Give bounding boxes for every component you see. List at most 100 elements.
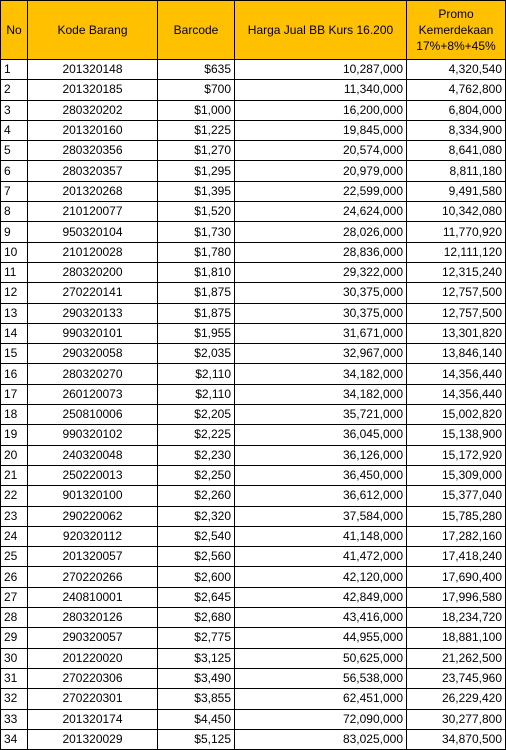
cell-no[interactable]: 9 (0, 221, 28, 243)
cell-harga-jual[interactable]: 31,671,000 (234, 322, 407, 345)
cell-no[interactable]: 2 (0, 79, 28, 101)
cell-barcode[interactable]: $1,955 (157, 322, 235, 345)
cell-promo-price[interactable]: 4,762,800 (406, 79, 506, 101)
cell-harga-jual[interactable]: 28,836,000 (234, 241, 407, 263)
cell-kode-barang[interactable]: 201320029 (27, 728, 158, 750)
cell-no[interactable]: 23 (0, 505, 28, 527)
cell-no[interactable]: 24 (0, 525, 28, 548)
cell-barcode[interactable]: $1,810 (157, 261, 235, 284)
cell-barcode[interactable]: $2,250 (157, 464, 235, 487)
cell-no[interactable]: 3 (0, 99, 28, 121)
cell-kode-barang[interactable]: 280320202 (27, 99, 158, 121)
cell-no[interactable]: 6 (0, 160, 28, 182)
cell-harga-jual[interactable]: 37,584,000 (234, 505, 407, 527)
cell-kode-barang[interactable]: 250220013 (27, 464, 158, 487)
cell-harga-jual[interactable]: 35,721,000 (234, 404, 407, 426)
cell-no[interactable]: 19 (0, 424, 28, 446)
cell-kode-barang[interactable]: 201320057 (27, 546, 158, 568)
cell-promo-price[interactable]: 18,234,720 (406, 607, 506, 629)
cell-harga-jual[interactable]: 72,090,000 (234, 708, 407, 730)
cell-promo-price[interactable]: 8,334,900 (406, 119, 506, 142)
cell-kode-barang[interactable]: 201220020 (27, 647, 158, 669)
cell-promo-price[interactable]: 13,301,820 (406, 322, 506, 345)
cell-harga-jual[interactable]: 36,126,000 (234, 444, 407, 466)
cell-kode-barang[interactable]: 270220301 (27, 688, 158, 710)
cell-harga-jual[interactable]: 30,375,000 (234, 302, 407, 324)
cell-no[interactable]: 26 (0, 566, 28, 588)
cell-no[interactable]: 20 (0, 444, 28, 466)
cell-no[interactable]: 31 (0, 667, 28, 690)
cell-promo-price[interactable]: 17,996,580 (406, 586, 506, 609)
cell-promo-price[interactable]: 17,282,160 (406, 525, 506, 548)
cell-harga-jual[interactable]: 28,026,000 (234, 221, 407, 243)
cell-harga-jual[interactable]: 34,182,000 (234, 363, 407, 385)
cell-kode-barang[interactable]: 260120073 (27, 383, 158, 406)
cell-harga-jual[interactable]: 42,849,000 (234, 586, 407, 609)
cell-no[interactable]: 16 (0, 363, 28, 385)
cell-harga-jual[interactable]: 29,322,000 (234, 261, 407, 284)
cell-harga-jual[interactable]: 50,625,000 (234, 647, 407, 669)
cell-promo-price[interactable]: 10,342,080 (406, 201, 506, 223)
cell-no[interactable]: 18 (0, 404, 28, 426)
cell-harga-jual[interactable]: 22,599,000 (234, 180, 407, 203)
cell-kode-barang[interactable]: 270220141 (27, 282, 158, 304)
cell-promo-price[interactable]: 17,418,240 (406, 546, 506, 568)
cell-kode-barang[interactable]: 920320112 (27, 525, 158, 548)
cell-harga-jual[interactable]: 83,025,000 (234, 728, 407, 750)
cell-kode-barang[interactable]: 270220266 (27, 566, 158, 588)
cell-no[interactable]: 17 (0, 383, 28, 406)
cell-no[interactable]: 13 (0, 302, 28, 324)
cell-promo-price[interactable]: 14,356,440 (406, 383, 506, 406)
cell-barcode[interactable]: $5,125 (157, 728, 235, 750)
cell-barcode[interactable]: $2,560 (157, 546, 235, 568)
cell-promo-price[interactable]: 15,309,000 (406, 464, 506, 487)
cell-harga-jual[interactable]: 36,045,000 (234, 424, 407, 446)
cell-promo-price[interactable]: 12,757,500 (406, 302, 506, 324)
cell-barcode[interactable]: $2,230 (157, 444, 235, 466)
cell-promo-price[interactable]: 15,172,920 (406, 444, 506, 466)
cell-kode-barang[interactable]: 270220306 (27, 667, 158, 690)
cell-promo-price[interactable]: 18,881,100 (406, 627, 506, 649)
cell-no[interactable]: 29 (0, 627, 28, 649)
cell-no[interactable]: 10 (0, 241, 28, 263)
cell-kode-barang[interactable]: 901320100 (27, 485, 158, 507)
cell-barcode[interactable]: $1,295 (157, 160, 235, 182)
cell-harga-jual[interactable]: 10,287,000 (234, 58, 407, 81)
cell-barcode[interactable]: $2,600 (157, 566, 235, 588)
cell-harga-jual[interactable]: 62,451,000 (234, 688, 407, 710)
cell-kode-barang[interactable]: 280320200 (27, 261, 158, 284)
cell-promo-price[interactable]: 15,377,040 (406, 485, 506, 507)
cell-kode-barang[interactable]: 290320058 (27, 343, 158, 365)
cell-promo-price[interactable]: 8,811,180 (406, 160, 506, 182)
cell-kode-barang[interactable]: 201320160 (27, 119, 158, 142)
cell-harga-jual[interactable]: 16,200,000 (234, 99, 407, 121)
cell-promo-price[interactable]: 21,262,500 (406, 647, 506, 669)
cell-promo-price[interactable]: 34,870,500 (406, 728, 506, 750)
cell-promo-price[interactable]: 15,002,820 (406, 404, 506, 426)
cell-promo-price[interactable]: 12,315,240 (406, 261, 506, 284)
cell-harga-jual[interactable]: 32,967,000 (234, 343, 407, 365)
cell-harga-jual[interactable]: 19,845,000 (234, 119, 407, 142)
cell-no[interactable]: 14 (0, 322, 28, 345)
cell-barcode[interactable]: $2,110 (157, 363, 235, 385)
cell-promo-price[interactable]: 8,641,080 (406, 140, 506, 162)
cell-kode-barang[interactable]: 280320356 (27, 140, 158, 162)
cell-no[interactable]: 32 (0, 688, 28, 710)
cell-harga-jual[interactable]: 36,612,000 (234, 485, 407, 507)
cell-no[interactable]: 28 (0, 607, 28, 629)
cell-no[interactable]: 7 (0, 180, 28, 203)
cell-barcode[interactable]: $3,125 (157, 647, 235, 669)
cell-harga-jual[interactable]: 41,472,000 (234, 546, 407, 568)
cell-kode-barang[interactable]: 280320357 (27, 160, 158, 182)
cell-no[interactable]: 34 (0, 728, 28, 750)
cell-harga-jual[interactable]: 56,538,000 (234, 667, 407, 690)
cell-no[interactable]: 33 (0, 708, 28, 730)
cell-harga-jual[interactable]: 11,340,000 (234, 79, 407, 101)
cell-barcode[interactable]: $1,520 (157, 201, 235, 223)
cell-kode-barang[interactable]: 201320268 (27, 180, 158, 203)
cell-promo-price[interactable]: 11,770,920 (406, 221, 506, 243)
cell-barcode[interactable]: $2,320 (157, 505, 235, 527)
cell-kode-barang[interactable]: 290320057 (27, 627, 158, 649)
cell-no[interactable]: 27 (0, 586, 28, 609)
cell-kode-barang[interactable]: 240810001 (27, 586, 158, 609)
